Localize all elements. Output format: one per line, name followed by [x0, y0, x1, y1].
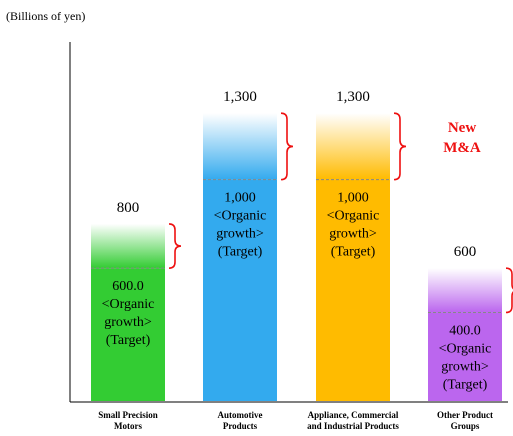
organic-value-2: 1,000 [224, 191, 256, 206]
organic-note-1-3: (Target) [106, 333, 151, 348]
brace-3 [393, 112, 407, 181]
total-label-3: 1,300 [336, 89, 370, 105]
annotation-new: New [448, 120, 476, 136]
brace-1 [168, 223, 182, 269]
organic-note-3-3: (Target) [331, 245, 376, 260]
category-label-1-2: Motors [114, 421, 142, 431]
organic-note-3-2: growth> [329, 227, 377, 242]
organic-note-4-2: growth> [441, 359, 489, 374]
bar-organic-4 [428, 312, 502, 401]
category-label-2-2: Products [223, 421, 258, 431]
organic-note-2-1: <Organic [214, 209, 267, 224]
organic-note-4-3: (Target) [443, 377, 488, 392]
organic-note-2-2: growth> [216, 227, 264, 242]
organic-value-3: 1,000 [337, 191, 369, 206]
category-label-4-1: Other Product [437, 410, 493, 420]
category-label-4-2: Groups [451, 421, 480, 431]
bars-layer: 800 600.0 <Organic growth> (Target) Small Pre… [91, 89, 513, 431]
total-label-2: 1,300 [223, 89, 257, 105]
total-label-1: 800 [117, 200, 140, 216]
bar-ma-4 [428, 268, 502, 313]
category-label-3-1: Appliance, Commercial [308, 410, 399, 420]
bar-ma-2 [203, 113, 277, 180]
category-label-2-1: Automotive [218, 410, 263, 420]
organic-note-1-1: <Organic [102, 297, 155, 312]
organic-note-2-3: (Target) [218, 245, 263, 260]
organic-value-1: 600.0 [112, 279, 144, 294]
bar-ma-1 [91, 223, 165, 269]
brace-2 [280, 112, 294, 181]
brace-4 [505, 267, 513, 314]
unit-label: (Billions of yen) [6, 9, 85, 23]
bar-ma-3 [316, 113, 390, 180]
category-label-1-1: Small Precision [98, 410, 158, 420]
bar-organic-1 [91, 268, 165, 401]
organic-note-4-1: <Organic [439, 341, 492, 356]
organic-note-3-1: <Organic [327, 209, 380, 224]
bar-organic-3 [316, 179, 390, 401]
bar-organic-2 [203, 179, 277, 401]
organic-value-4: 400.0 [449, 323, 481, 338]
organic-note-1-2: growth> [104, 315, 152, 330]
annotation-ma: M&A [443, 140, 481, 156]
total-label-4: 600 [454, 244, 477, 260]
category-label-3-2: and Industrial Products [307, 421, 399, 431]
